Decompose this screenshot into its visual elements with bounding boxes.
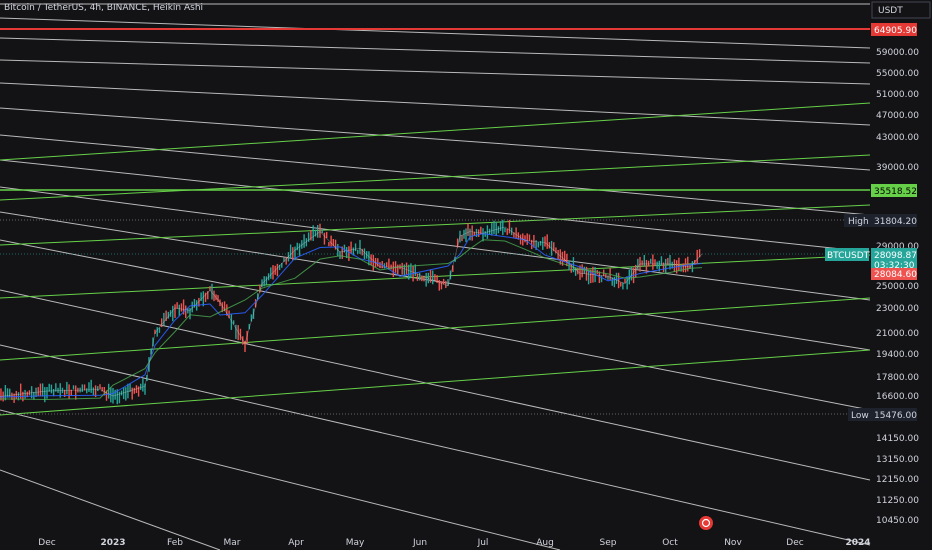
time-tick-label: Dec <box>786 538 803 548</box>
price-tick-label: 47000.00 <box>876 111 919 121</box>
price-tick-label: 21000.00 <box>876 329 919 339</box>
time-tick-label: May <box>346 538 365 548</box>
open-price-tag: 28084.60 <box>871 268 917 280</box>
price-tick-label: 17800.00 <box>876 373 919 383</box>
price-tick-label: 10450.00 <box>876 516 919 526</box>
trendline-white <box>0 409 561 550</box>
green-level-value: 35518.52 <box>874 187 917 197</box>
trendline-green <box>0 204 871 246</box>
time-tick-label: Dec <box>38 538 55 548</box>
trendline-white <box>0 159 871 253</box>
price-tick-label: 29000.00 <box>876 242 919 252</box>
trendline-white <box>0 186 871 301</box>
red-level-value: 64905.90 <box>874 26 917 36</box>
time-tick-label: Nov <box>724 538 742 548</box>
trendline-white <box>0 17 871 49</box>
time-tick-label: Feb <box>167 538 183 548</box>
price-tick-label: 16600.00 <box>876 392 919 402</box>
currency-label: USDT <box>878 6 903 16</box>
high-tag: High 31804.20 <box>844 214 917 227</box>
trendline-white <box>0 289 871 481</box>
symbol-tag: BTCUSDT <box>825 248 870 261</box>
open-price-value: 28084.60 <box>874 270 917 280</box>
moving-average-layer <box>0 226 703 401</box>
price-tick-label: 14150.00 <box>876 434 919 444</box>
price-tick-label: 11250.00 <box>876 496 919 506</box>
trendline-white <box>0 239 871 411</box>
red-level-tag: 64905.90 <box>871 23 917 36</box>
price-tick-label: 39000.00 <box>876 163 919 173</box>
trendline-white <box>0 469 221 550</box>
symbol-label: BTCUSDT <box>827 251 870 261</box>
countdown-value: 03:32:30 <box>874 261 915 271</box>
price-tick-label: 51000.00 <box>876 90 919 100</box>
price-axis[interactable]: USDT 59000.00 55000.00 51000.00 47000.00 430… <box>871 1 931 526</box>
trendline-white <box>0 344 871 546</box>
high-value: 31804.20 <box>874 217 917 227</box>
time-tick-label: Apr <box>288 538 304 548</box>
low-value: 15476.00 <box>874 411 917 421</box>
price-tick-label: 12150.00 <box>876 475 919 485</box>
price-tick-label: 55000.00 <box>876 69 919 79</box>
trendline-white <box>0 37 871 64</box>
price-tick-label: 25000.00 <box>876 282 919 292</box>
time-tick-label: Aug <box>536 538 554 548</box>
price-tick-label: 19400.00 <box>876 350 919 360</box>
trendline-layer <box>0 3 871 550</box>
chart-title: Bitcoin / TetherUS, 4h, BINANCE, Heikin … <box>4 3 204 13</box>
currency-box <box>871 1 931 19</box>
trendline-green <box>0 297 871 361</box>
low-tag: Low 15476.00 <box>848 408 917 421</box>
green-level-tag: 35518.52 <box>871 184 917 197</box>
price-line <box>0 226 703 397</box>
time-axis[interactable]: Dec 2023 Feb Mar Apr May Jun Jul Aug Sep Oct Nov Dec… <box>38 538 870 548</box>
replay-marker-icon[interactable] <box>699 516 713 530</box>
time-tick-label: Oct <box>662 538 678 548</box>
time-tick-label: Jul <box>477 538 489 548</box>
last-price-value: 28098.87 <box>874 251 917 261</box>
horizontal-level-layer <box>0 28 870 191</box>
price-tick-label: 43000.00 <box>876 133 919 143</box>
time-tick-label: Jun <box>412 538 427 548</box>
price-tick-label: 59000.00 <box>876 48 919 58</box>
time-tick-label: 2023 <box>100 538 125 548</box>
price-tick-label: 13150.00 <box>876 455 919 465</box>
high-label: High <box>848 217 869 227</box>
trendline-white <box>0 211 871 351</box>
price-tick-label: 23000.00 <box>876 304 919 314</box>
low-label: Low <box>851 411 869 421</box>
trendline-white <box>0 107 871 171</box>
time-tick-label: 2024 <box>845 538 870 548</box>
trendline-white <box>0 134 871 216</box>
trendline-white <box>0 82 871 126</box>
candle-layer <box>0 219 701 405</box>
trendline-white <box>0 59 871 85</box>
trendline-green <box>0 154 871 201</box>
trendline-green <box>0 102 871 161</box>
time-tick-label: Sep <box>600 538 617 548</box>
moving-average-fast <box>0 233 703 398</box>
moving-average-slow <box>0 239 703 401</box>
trendline-green <box>0 349 871 416</box>
time-tick-label: Mar <box>224 538 241 548</box>
last-price-tag: 28098.87 03:32:30 <box>871 248 917 271</box>
